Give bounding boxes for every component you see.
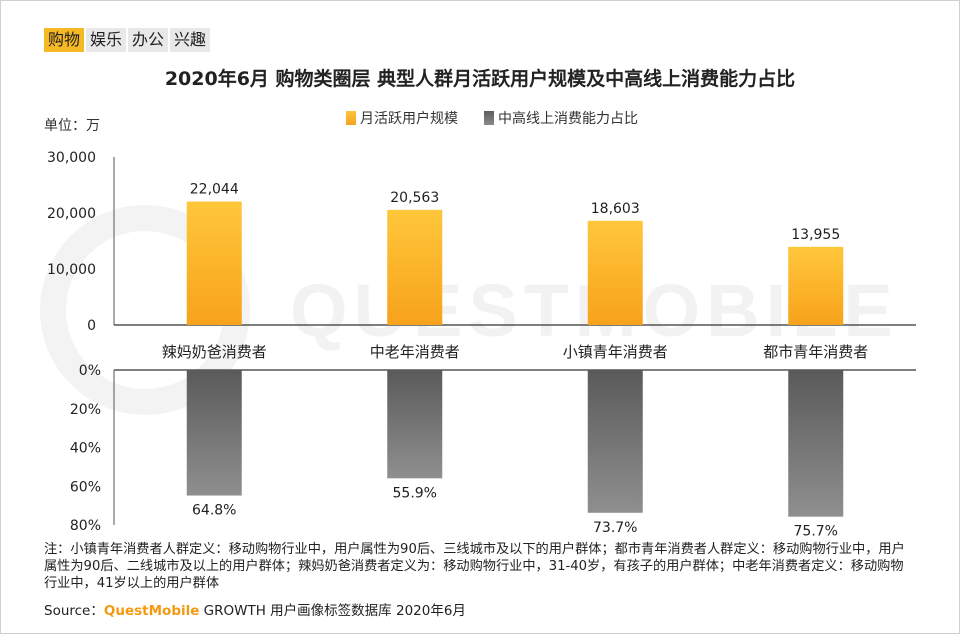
bar-mau: [788, 246, 844, 325]
top-y-tick-label: 10,000: [47, 262, 96, 278]
data-label-mau: 22,044: [190, 182, 239, 198]
bottom-y-tick-label: 20%: [70, 402, 101, 418]
bottom-y-tick-label: 80%: [70, 518, 101, 534]
legend-label-mau: 月活跃用户规模: [360, 111, 458, 127]
data-label-ratio: 64.8%: [192, 503, 236, 519]
top-y-tick-label: 20,000: [47, 206, 96, 222]
legend-item-mau: 月活跃用户规模: [346, 108, 458, 128]
data-label-ratio: 75.7%: [794, 524, 838, 540]
bottom-y-tick-label: 60%: [70, 479, 101, 495]
top-y-tick-label: 0: [87, 318, 96, 334]
data-label-mau: 18,603: [591, 201, 640, 217]
bar-ratio: [587, 370, 643, 513]
tab-interest[interactable]: 兴趣: [170, 28, 211, 52]
bar-ratio: [788, 370, 844, 517]
data-label-mau: 13,955: [791, 227, 840, 243]
legend: 月活跃用户规模 中高线上消费能力占比: [346, 108, 638, 128]
bottom-y-tick-label: 40%: [70, 441, 101, 457]
bar-mau: [587, 220, 643, 325]
top-y-tick-label: 30,000: [47, 150, 96, 166]
legend-swatch-mau: [346, 111, 356, 125]
bar-mau: [186, 201, 242, 325]
chart-title: 2020年6月 购物类圈层 典型人群月活跃用户规模及中高线上消费能力占比: [164, 68, 796, 90]
x-category-label: 辣妈奶爸消费者: [162, 343, 267, 361]
data-label-ratio: 55.9%: [393, 485, 437, 501]
x-category-label: 都市青年消费者: [763, 343, 868, 361]
x-category-label: 中老年消费者: [370, 343, 460, 361]
legend-swatch-ratio: [484, 111, 494, 125]
footnote: 注：小镇青年消费者人群定义：移动购物行业中，用户属性为90后、三线城市及以下的用…: [44, 542, 905, 591]
bar-mau: [387, 209, 443, 325]
legend-label-ratio: 中高线上消费能力占比: [498, 111, 638, 127]
legend-item-ratio: 中高线上消费能力占比: [484, 108, 638, 128]
tab-entertainment[interactable]: 娱乐: [86, 28, 127, 52]
x-category-label: 小镇青年消费者: [563, 343, 668, 361]
unit-label: 单位：万: [44, 118, 100, 134]
category-tabs: 购物 娱乐 办公 兴趣: [44, 28, 211, 52]
tab-shopping[interactable]: 购物: [44, 28, 85, 52]
bar-ratio: [186, 370, 242, 496]
data-label-ratio: 73.7%: [593, 520, 637, 536]
source-prefix: Source：: [44, 603, 104, 619]
bottom-y-tick-label: 0%: [79, 363, 101, 379]
data-label-mau: 20,563: [390, 190, 439, 206]
source-brand: QuestMobile: [103, 603, 200, 619]
source-suffix: GROWTH 用户画像标签数据库 2020年6月: [199, 603, 466, 619]
bar-ratio: [387, 370, 443, 479]
tab-office[interactable]: 办公: [128, 28, 169, 52]
source-line: Source：QuestMobile GROWTH 用户画像标签数据库 2020…: [44, 599, 466, 619]
